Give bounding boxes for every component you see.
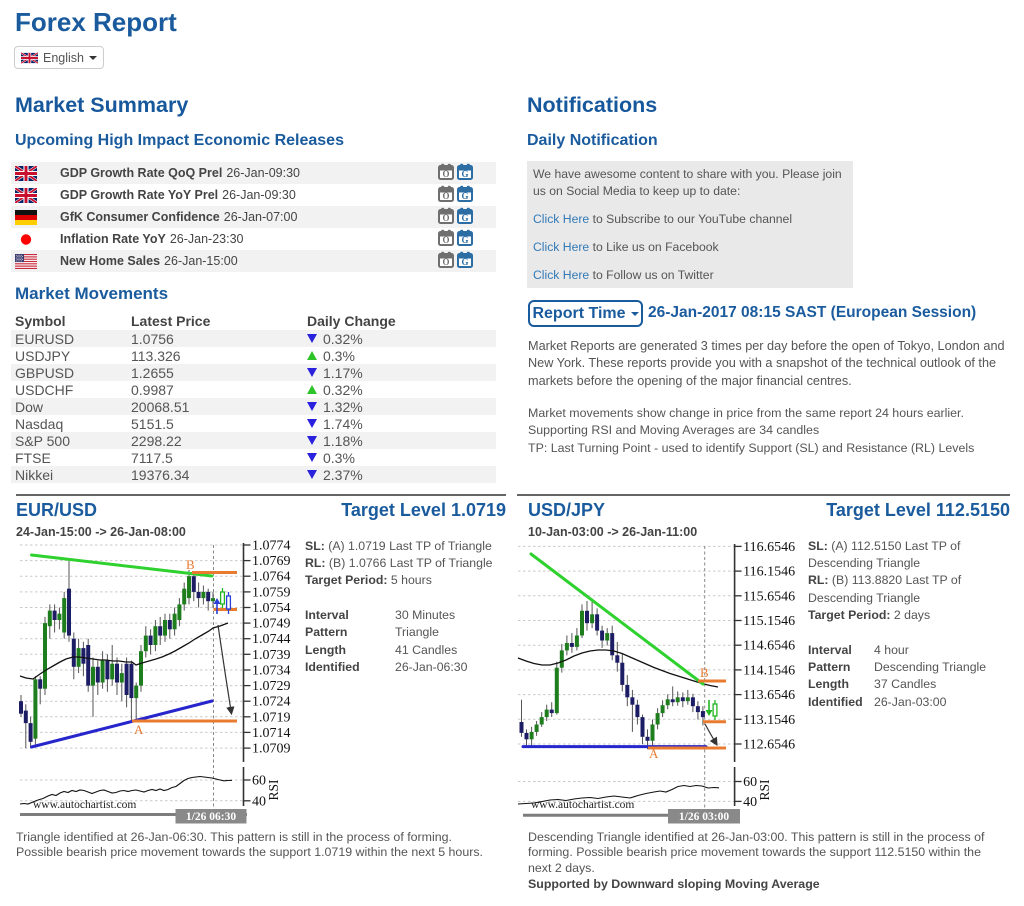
svg-text:G: G — [461, 213, 468, 223]
svg-text:1.0714: 1.0714 — [252, 726, 291, 741]
svg-text:60: 60 — [743, 775, 757, 790]
svg-text:1/26 03:00: 1/26 03:00 — [679, 811, 729, 823]
svg-text:O: O — [442, 235, 449, 245]
svg-text:O: O — [442, 169, 449, 179]
svg-text:G: G — [461, 235, 468, 245]
svg-text:1/26 06:30: 1/26 06:30 — [186, 811, 236, 823]
svg-text:1.0734: 1.0734 — [252, 664, 291, 679]
svg-text:1.0749: 1.0749 — [252, 617, 291, 632]
svg-text:B: B — [186, 557, 195, 572]
svg-text:B: B — [700, 665, 709, 680]
svg-text:116.1546: 116.1546 — [743, 565, 795, 580]
svg-text:114.1546: 114.1546 — [743, 663, 795, 678]
svg-text:1.0769: 1.0769 — [252, 554, 291, 569]
svg-text:1.0729: 1.0729 — [252, 679, 291, 694]
svg-text:113.1546: 113.1546 — [743, 713, 795, 728]
svg-text:A: A — [649, 746, 659, 761]
svg-text:1.0759: 1.0759 — [252, 585, 291, 600]
svg-text:112.6546: 112.6546 — [743, 738, 795, 753]
svg-text:O: O — [442, 257, 449, 267]
svg-text:www.autochartist.com: www.autochartist.com — [531, 799, 634, 811]
svg-text:1.0739: 1.0739 — [252, 648, 291, 663]
svg-text:114.6546: 114.6546 — [743, 639, 795, 654]
svg-text:1.0774: 1.0774 — [252, 539, 291, 554]
svg-text:1.0724: 1.0724 — [252, 695, 291, 710]
svg-text:60: 60 — [252, 774, 266, 789]
svg-text:O: O — [442, 213, 449, 223]
svg-text:G: G — [461, 257, 468, 267]
svg-text:1.0709: 1.0709 — [252, 742, 291, 757]
svg-text:www.autochartist.com: www.autochartist.com — [33, 799, 136, 811]
svg-text:113.6546: 113.6546 — [743, 688, 795, 703]
svg-text:1.0719: 1.0719 — [252, 710, 291, 725]
svg-text:115.1546: 115.1546 — [743, 614, 795, 629]
svg-text:G: G — [461, 191, 468, 201]
svg-text:115.6546: 115.6546 — [743, 589, 795, 604]
svg-text:40: 40 — [252, 794, 266, 809]
svg-text:RSI: RSI — [266, 779, 281, 801]
svg-text:RSI: RSI — [757, 779, 772, 801]
svg-text:1.0744: 1.0744 — [252, 632, 291, 647]
svg-text:116.6546: 116.6546 — [743, 540, 795, 555]
svg-text:G: G — [461, 169, 468, 179]
svg-text:O: O — [442, 191, 449, 201]
svg-text:A: A — [134, 722, 144, 737]
svg-text:40: 40 — [743, 795, 757, 810]
svg-text:1.0764: 1.0764 — [252, 570, 291, 585]
svg-text:1.0754: 1.0754 — [252, 601, 291, 616]
